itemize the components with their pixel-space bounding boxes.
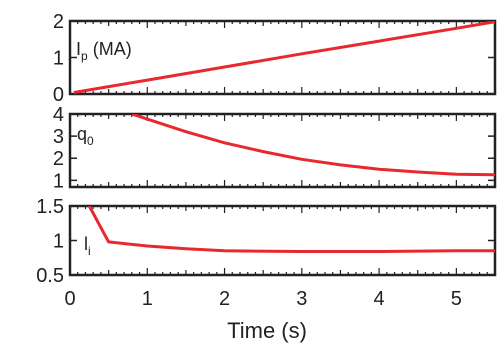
y-tick-label: 4 — [53, 104, 64, 126]
x-tick-label: 4 — [374, 288, 385, 310]
x-tick-label: 1 — [142, 288, 153, 310]
panel-frame — [68, 112, 497, 189]
y-tick-label: 1 — [53, 48, 64, 70]
panel-label: li — [84, 234, 91, 258]
panel-label-main: q — [77, 124, 87, 144]
panel-label-subscript: 0 — [87, 134, 94, 148]
y-tick-label: 2 — [53, 148, 64, 170]
y-tick-label: 1.5 — [36, 196, 64, 218]
y-tick-label: 1 — [53, 231, 64, 253]
series-line — [87, 206, 495, 253]
panel-label: q0 — [77, 124, 94, 148]
y-tick-label: 0.5 — [36, 265, 64, 287]
panel-label-main: l — [84, 234, 88, 254]
y-tick-label: 1 — [53, 170, 64, 192]
y-tick-label: 3 — [53, 126, 64, 148]
x-tick-label: 2 — [219, 288, 230, 310]
series-line — [131, 114, 495, 177]
y-tick-label: 2 — [53, 11, 64, 33]
panel-label: Ip (MA) — [76, 39, 132, 63]
panel-label-subscript: p — [81, 49, 88, 63]
x-tick-label: 5 — [451, 288, 462, 310]
x-axis-title: Time (s) — [227, 318, 307, 343]
series-line — [73, 21, 495, 94]
panel-label-subscript: i — [88, 244, 91, 258]
panel-frame — [68, 204, 497, 277]
x-tick-label: 3 — [296, 288, 307, 310]
x-tick-label: 0 — [64, 288, 75, 310]
panel-label-main: I — [76, 39, 81, 59]
panel-label-suffix: (MA) — [88, 39, 132, 59]
y-tick-label: 0 — [53, 84, 64, 106]
